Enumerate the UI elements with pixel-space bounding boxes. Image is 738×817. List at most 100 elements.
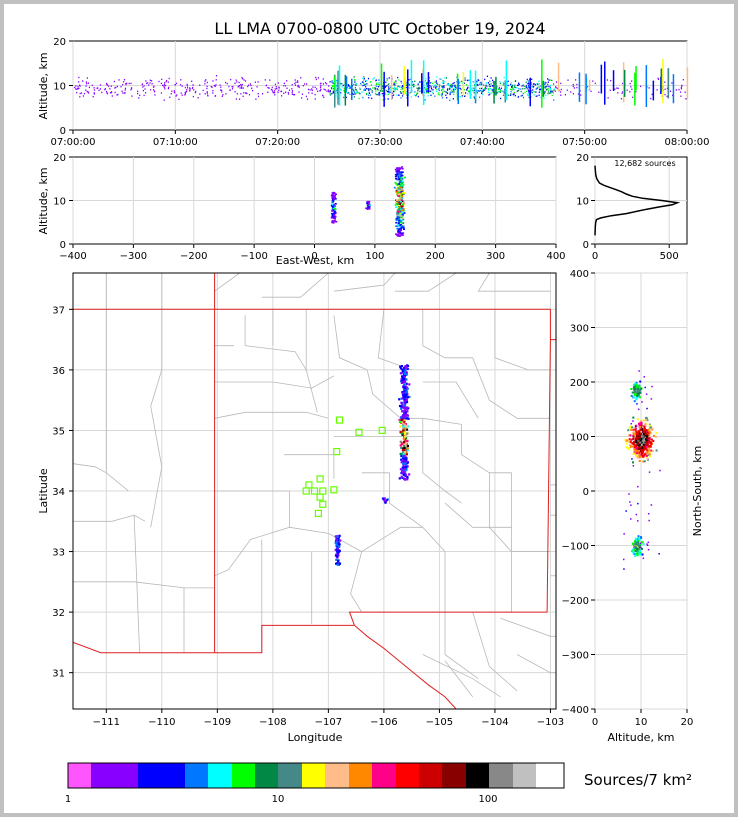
time-source [124,89,126,91]
plan-source [400,378,403,381]
plan-source [404,453,407,456]
time-tick-label: 07:50:00 [562,137,607,148]
time-source [99,88,101,90]
ew-source [400,171,403,173]
ns-source [643,448,646,451]
time-source [503,91,505,94]
time-source [393,86,396,88]
time-height-ylabel: Altitude, km [37,52,50,119]
time-source [515,80,517,82]
time-source [379,83,381,86]
time-source [441,85,443,88]
ns-source [650,438,653,441]
time-source [363,83,365,85]
time-source [79,85,81,87]
time-source [484,88,486,90]
ns-source-outlier [646,543,648,545]
time-source-burst [338,65,341,106]
plan-source [403,428,406,431]
ns-source [640,420,643,423]
time-source [438,92,440,94]
time-source [398,79,400,81]
ew-source [402,203,404,206]
plan-source [401,415,404,418]
ns-source-outlier [644,386,646,389]
ns-source [627,429,630,432]
ns-source [643,431,645,434]
ns-tick-label: −400 [562,705,589,716]
time-source-burst [652,80,655,101]
time-source [451,86,453,89]
time-source [671,82,673,84]
ew-source [398,213,401,216]
lon-tick-label: −103 [537,717,564,728]
time-source-burst [380,63,383,92]
ns-source [648,427,651,430]
time-source [349,86,351,88]
time-source [512,95,514,97]
time-source [535,91,537,93]
time-source [327,90,330,93]
time-source [526,78,528,81]
time-source [297,80,299,82]
plan-source [403,478,407,481]
plan-source [403,386,406,390]
time-source [680,86,682,89]
time-source [241,87,243,89]
time-source [242,95,244,97]
time-source [430,82,432,84]
ns-source [648,451,651,454]
county-line [472,357,551,419]
time-source [550,89,552,91]
ns-source [638,439,641,442]
ns-source [650,443,653,446]
ns-source-outlier [638,408,640,411]
ew-source [401,209,404,212]
time-source [513,84,515,86]
time-source [275,86,277,88]
time-source [106,92,108,94]
time-source [433,86,435,88]
ns-source [650,441,653,444]
time-source [85,85,87,87]
ns-source [638,423,640,425]
time-source [243,79,245,81]
time-source [494,88,496,90]
plan-source [400,418,403,421]
time-source [442,85,444,88]
time-source [225,93,227,95]
ns-source [638,429,641,432]
ew-source [332,200,335,202]
ns-source [645,439,648,442]
ew-source [398,180,401,182]
plan-source [399,444,402,447]
time-source [524,91,526,94]
time-source [433,84,435,86]
time-source [440,78,442,80]
ns-source [633,441,636,444]
ns-source [640,428,643,431]
plan-source [401,432,404,435]
time-source [564,94,566,96]
county-line [477,273,551,292]
time-source [544,86,547,88]
time-source [206,81,208,84]
time-source [110,85,112,87]
ns-source [635,447,638,449]
time-source [336,79,338,82]
time-source [417,88,419,90]
time-source [353,96,355,98]
time-source [93,93,95,95]
time-source [498,86,500,89]
plan-source [399,440,402,443]
time-source [657,78,660,80]
ns-source [649,426,652,429]
time-source [553,83,555,85]
time-source-burst [495,76,497,96]
ew-source [398,190,401,193]
time-source [232,86,234,88]
time-source [306,83,308,85]
time-source [388,90,390,93]
state-border [73,624,355,654]
